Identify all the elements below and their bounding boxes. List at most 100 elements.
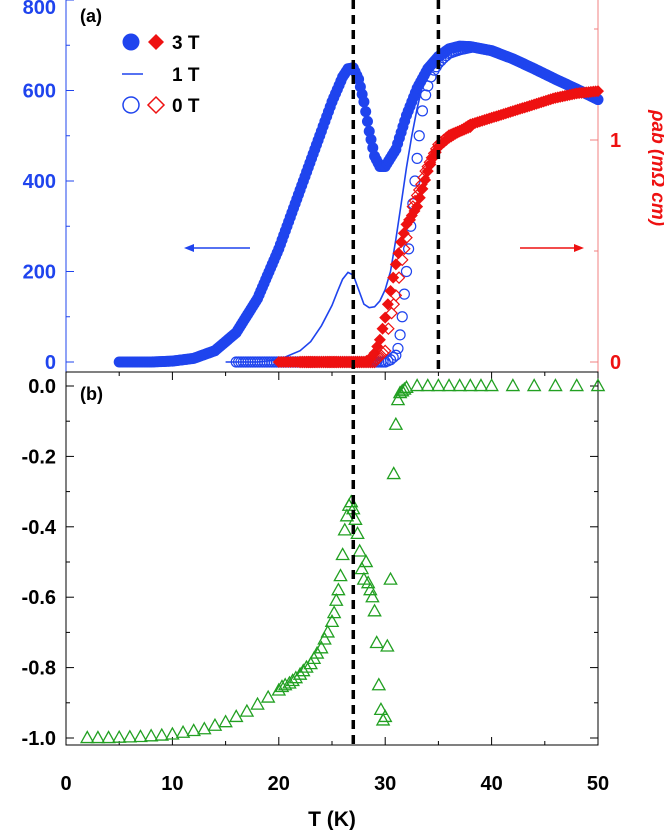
data-point	[260, 689, 276, 703]
data-point	[250, 696, 265, 710]
data-point	[446, 127, 460, 141]
legend-label-1T: 1 T	[172, 65, 200, 86]
data-point	[295, 355, 309, 369]
data-point	[295, 663, 311, 677]
data-point	[358, 554, 374, 568]
data-point	[409, 378, 425, 392]
data-point	[338, 355, 352, 369]
data-point	[379, 311, 392, 324]
panel-label-a: (a)	[80, 6, 102, 26]
data-point	[320, 624, 336, 638]
data-point	[357, 355, 371, 369]
data-point	[453, 124, 467, 138]
data-point	[395, 236, 408, 249]
data-point	[288, 670, 304, 684]
legend: 3 T 1 T 0 T	[122, 33, 200, 117]
data-point	[333, 568, 348, 582]
data-point	[218, 714, 233, 728]
data-point	[314, 640, 329, 654]
legend-marker-open-circle	[122, 96, 140, 114]
data-point	[327, 355, 341, 369]
y-right-tick-label: 1	[610, 130, 621, 152]
y-left-tick-label: 600	[23, 81, 56, 103]
data-point	[111, 729, 127, 743]
legend-marker-open-diamond	[146, 95, 166, 115]
data-point	[400, 231, 413, 245]
data-point	[415, 178, 428, 191]
data-point	[394, 329, 406, 341]
data-point	[369, 635, 384, 649]
data-point	[417, 171, 430, 185]
data-point	[390, 349, 402, 361]
data-point	[340, 355, 354, 369]
data-point	[302, 355, 315, 369]
data-point	[363, 125, 375, 137]
data-point	[293, 355, 307, 369]
series-filled-circle	[113, 40, 604, 368]
y-tick-label-b: -0.6	[22, 587, 56, 609]
y-tick-label-b: 0.0	[28, 376, 56, 398]
panel-a: 0 200 400 600 800 0 1 ρab (mΩ cm) (a) 3 T 1 T 0 T	[23, 0, 664, 374]
data-point	[365, 134, 377, 146]
x-axis-label: T (K)	[308, 808, 356, 830]
data-point	[331, 582, 346, 596]
data-point	[323, 355, 337, 369]
y-tick-label-b: -0.4	[22, 517, 57, 539]
data-point	[355, 355, 369, 369]
data-point	[315, 355, 328, 369]
data-point	[292, 666, 308, 680]
data-point	[339, 508, 355, 522]
data-point	[548, 378, 563, 392]
data-point	[390, 392, 406, 406]
data-point	[312, 355, 326, 369]
data-point	[365, 589, 380, 603]
y-right-tick-label: 0	[610, 352, 621, 374]
y-tick-label-b: -0.2	[22, 446, 56, 468]
data-point	[360, 575, 376, 589]
legend-label-3T: 3 T	[172, 33, 200, 54]
data-point	[297, 355, 311, 369]
data-point	[380, 638, 395, 652]
data-point	[392, 342, 404, 355]
data-point	[343, 494, 359, 508]
data-point	[356, 571, 372, 585]
data-point	[304, 355, 318, 369]
data-point	[348, 511, 363, 525]
data-point	[423, 155, 437, 169]
data-point	[432, 138, 445, 151]
data-point	[197, 721, 212, 735]
data-point	[441, 378, 457, 392]
x-tick-label: 10	[161, 773, 183, 795]
data-point	[403, 243, 415, 255]
data-point	[411, 200, 424, 213]
y-tick-label-b: -1.0	[22, 728, 56, 750]
legend-label-0T: 0 T	[172, 96, 200, 117]
data-point	[317, 631, 332, 645]
data-point	[399, 379, 414, 393]
data-point	[397, 227, 410, 240]
data-point	[324, 614, 340, 628]
y-left-tick-label: 400	[23, 171, 56, 193]
data-point	[388, 416, 404, 430]
data-point	[299, 659, 314, 673]
data-point	[326, 605, 342, 619]
data-point	[361, 115, 373, 127]
data-point	[457, 122, 471, 136]
data-point	[358, 96, 370, 108]
data-point	[336, 355, 349, 369]
data-point	[371, 677, 387, 691]
data-point	[431, 378, 446, 392]
data-point	[352, 543, 367, 557]
data-point	[373, 702, 389, 716]
data-point	[359, 355, 373, 369]
data-point	[526, 378, 542, 392]
data-point	[442, 129, 456, 142]
data-point	[300, 355, 313, 369]
x-tick-label: 40	[480, 773, 502, 795]
data-point	[334, 355, 347, 369]
data-point	[387, 351, 399, 364]
data-point	[420, 89, 432, 101]
data-point	[335, 547, 350, 561]
data-point	[411, 152, 423, 164]
